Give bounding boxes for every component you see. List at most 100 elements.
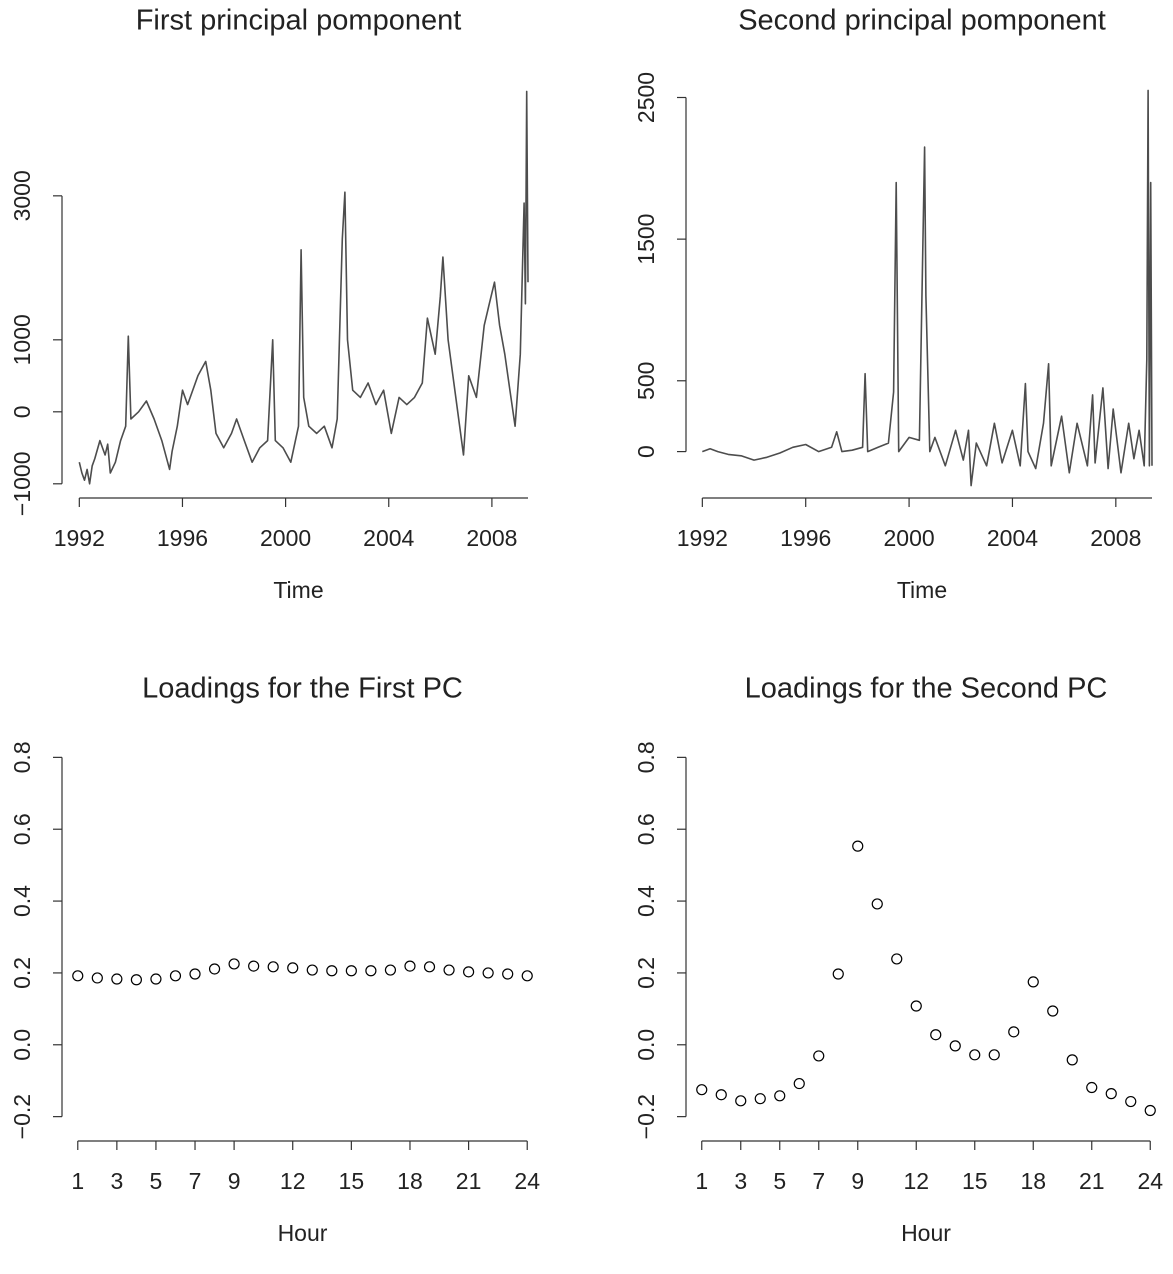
y-tick-label: 0.0 (9, 1029, 35, 1061)
point (715, 1089, 727, 1101)
point (150, 973, 162, 985)
x-tick-label: 24 (1137, 1168, 1163, 1194)
x-tick-label: 9 (851, 1168, 864, 1194)
point (502, 968, 514, 980)
point (248, 960, 260, 972)
x-tick-label: 2008 (1090, 525, 1141, 551)
x-tick-label: 18 (1020, 1168, 1046, 1194)
y-tick-label: 0 (633, 445, 659, 458)
point (949, 1040, 961, 1052)
x-axis-label: Time (897, 577, 947, 603)
x-tick-label: 21 (456, 1168, 482, 1194)
point (1125, 1095, 1137, 1108)
y-tick-label: 0.4 (9, 885, 35, 917)
point (228, 958, 240, 970)
x-tick-label: 2008 (466, 525, 517, 551)
x-tick-label: 5 (773, 1168, 786, 1194)
point (384, 964, 397, 976)
point (365, 965, 377, 977)
y-tick-label: 0.2 (9, 957, 35, 989)
point (345, 965, 357, 977)
y-tick-label: 3000 (9, 170, 35, 221)
point (832, 968, 844, 980)
point (404, 960, 416, 972)
point (1047, 1005, 1059, 1017)
point (189, 968, 201, 980)
x-tick-label: 1992 (54, 525, 105, 551)
chart-title: Loadings for the First PC (142, 673, 463, 705)
point (111, 973, 123, 985)
x-tick-label: 1996 (157, 525, 208, 551)
x-tick-label: 7 (812, 1168, 825, 1194)
x-tick-label: 7 (189, 1168, 202, 1194)
y-tick-label: 0.4 (633, 885, 659, 917)
point (1105, 1088, 1117, 1100)
x-tick-label: 1992 (677, 525, 728, 551)
point (813, 1050, 825, 1062)
point (306, 964, 318, 976)
point (988, 1049, 1000, 1061)
point (871, 898, 883, 910)
x-tick-label: 9 (228, 1168, 241, 1194)
point (72, 970, 84, 982)
point (969, 1049, 981, 1061)
chart-title: Loadings for the Second PC (745, 673, 1108, 705)
y-tick-label: 500 (633, 362, 659, 400)
chart-title: First principal pomponent (136, 5, 462, 37)
point (482, 967, 494, 979)
series-line (702, 89, 1153, 487)
x-tick-label: 5 (150, 1168, 163, 1194)
x-tick-label: 12 (903, 1168, 929, 1194)
y-tick-label: −0.2 (633, 1094, 659, 1139)
point (930, 1029, 942, 1041)
point (735, 1095, 747, 1107)
point (793, 1077, 805, 1090)
x-tick-label: 1 (695, 1168, 708, 1194)
point (891, 953, 903, 965)
y-tick-label: 1500 (633, 214, 659, 265)
point (326, 965, 338, 977)
point (91, 972, 103, 984)
point (754, 1093, 766, 1105)
chart-title: Second principal pomponent (738, 5, 1106, 37)
y-tick-label: 0.2 (633, 957, 659, 989)
point (852, 840, 864, 852)
y-tick-label: 0.6 (633, 813, 659, 845)
x-tick-label: 24 (514, 1168, 540, 1194)
y-tick-label: −1000 (9, 451, 35, 516)
x-tick-label: 3 (110, 1168, 123, 1194)
point (208, 963, 221, 975)
y-tick-label: −0.2 (9, 1094, 35, 1139)
x-tick-label: 15 (962, 1168, 988, 1194)
point (287, 962, 299, 974)
x-tick-label: 3 (734, 1168, 747, 1194)
point (1066, 1054, 1078, 1066)
point (696, 1084, 708, 1096)
x-axis-label: Hour (901, 1220, 951, 1246)
x-tick-label: 2000 (883, 525, 934, 551)
x-tick-label: 2004 (363, 525, 414, 551)
y-tick-label: 1000 (9, 314, 35, 365)
point (267, 961, 279, 973)
point (1086, 1081, 1098, 1094)
point (443, 964, 455, 976)
x-tick-label: 1996 (780, 525, 831, 551)
point (521, 970, 533, 982)
point (463, 966, 475, 978)
y-tick-label: 0.0 (633, 1029, 659, 1061)
point (1008, 1026, 1020, 1038)
point (1027, 976, 1039, 988)
x-axis-label: Time (273, 577, 323, 603)
series-line (78, 90, 529, 485)
y-tick-label: 0 (9, 405, 35, 418)
x-tick-label: 12 (280, 1168, 306, 1194)
y-tick-label: 0.6 (9, 813, 35, 845)
x-tick-label: 2004 (987, 525, 1038, 551)
point (169, 970, 182, 982)
x-tick-label: 2000 (260, 525, 311, 551)
x-tick-label: 18 (397, 1168, 423, 1194)
point (1144, 1104, 1156, 1117)
x-tick-label: 15 (339, 1168, 365, 1194)
point (774, 1090, 786, 1102)
